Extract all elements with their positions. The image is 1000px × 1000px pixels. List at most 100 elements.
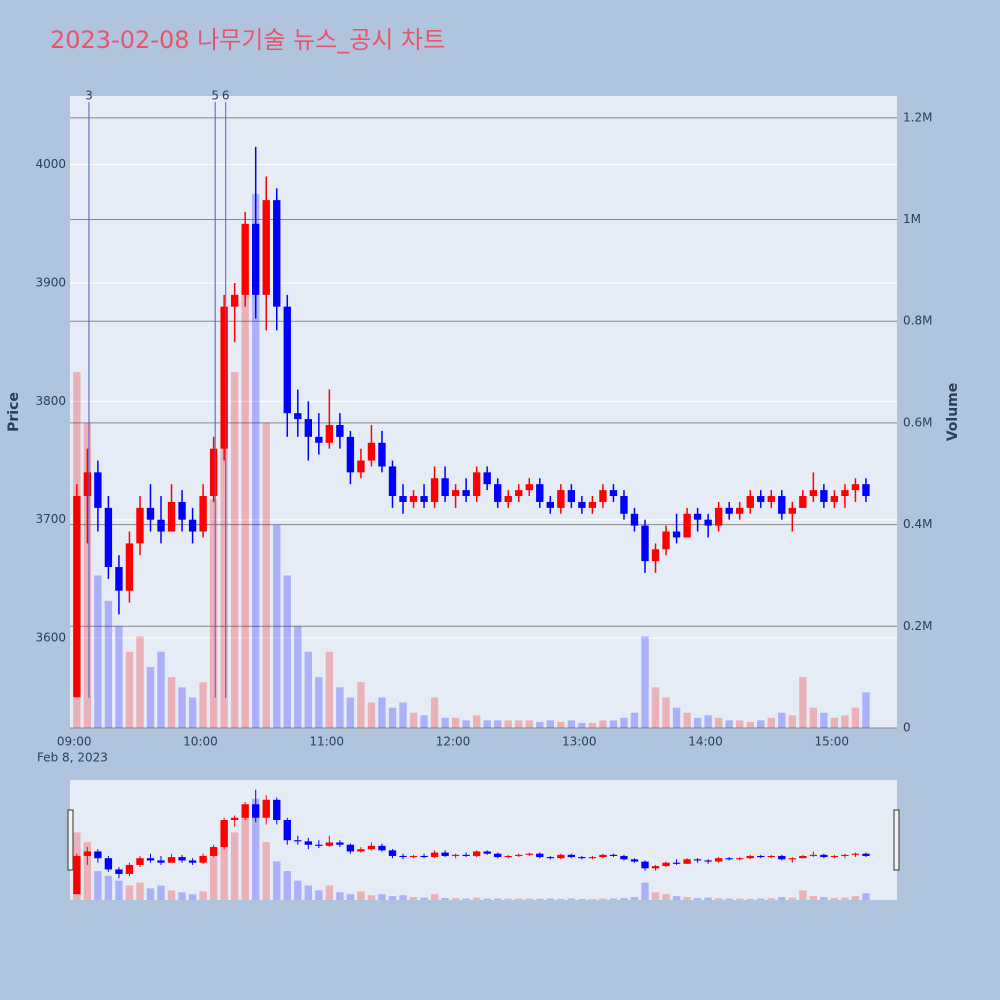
candle-body: [199, 496, 207, 532]
candle-body: [599, 854, 607, 858]
volume-bar: [651, 687, 660, 728]
candle-body: [283, 306, 291, 414]
volume-bar: [220, 822, 228, 900]
volume-bar: [746, 721, 754, 728]
volume-bar: [651, 892, 660, 900]
volume-bar: [388, 707, 397, 728]
volume-bar: [704, 715, 712, 728]
candle-body: [620, 855, 628, 860]
candle-body: [420, 855, 428, 858]
candle-body: [693, 859, 702, 861]
volume-bar: [325, 651, 334, 728]
range-handle[interactable]: [67, 809, 74, 871]
candle-body: [494, 484, 502, 502]
candle-body: [557, 490, 565, 508]
volume-bar: [83, 422, 92, 728]
volume-bar: [767, 898, 775, 900]
volume-bar: [451, 717, 460, 728]
candle-body: [546, 857, 554, 859]
candle-body: [388, 850, 397, 856]
volume-bar: [483, 898, 491, 900]
volume-bar: [125, 651, 134, 728]
candle-body: [325, 425, 334, 443]
candle-body: [483, 851, 491, 854]
volume-bar: [504, 720, 512, 728]
volume-bar: [157, 651, 165, 728]
candle-body: [367, 442, 376, 461]
volume-bar: [620, 898, 628, 900]
volume-bar: [167, 677, 176, 728]
range-slider[interactable]: [70, 780, 897, 900]
x-tick-label: 10:00: [183, 735, 218, 749]
candle-body: [241, 223, 249, 295]
candle-body: [483, 472, 491, 485]
candle-body: [725, 858, 733, 860]
volume-bar: [630, 712, 639, 728]
candle-body: [767, 496, 775, 502]
candle-body: [693, 513, 702, 520]
volume-bar: [820, 897, 828, 900]
candle-body: [799, 855, 807, 859]
volume-bar: [336, 892, 344, 900]
volume-bar: [283, 575, 291, 728]
volume-bar: [483, 720, 491, 728]
candle-body: [220, 820, 228, 847]
volume-bar: [778, 897, 786, 900]
y2-tick-label: 0.2M: [903, 619, 932, 633]
candle-body: [273, 200, 281, 307]
volume-bar: [672, 896, 681, 900]
y2-axis-title: Volume: [945, 383, 961, 442]
volume-bar: [252, 194, 260, 729]
candle-body: [209, 846, 218, 856]
volume-bar: [125, 885, 134, 900]
candle-body: [399, 496, 407, 502]
candle-body: [504, 855, 512, 858]
volume-bar: [515, 720, 523, 728]
candle-body: [788, 507, 796, 514]
candle-body: [599, 490, 607, 502]
volume-bar: [672, 707, 681, 728]
volume-bar: [230, 372, 239, 728]
volume-bar: [167, 890, 176, 900]
candle-body: [820, 854, 828, 858]
candle-body: [304, 419, 312, 437]
volume-bar: [399, 702, 407, 728]
volume-bar: [420, 897, 428, 900]
volume-bar: [336, 687, 344, 728]
candle-body: [315, 844, 323, 846]
range-handle[interactable]: [893, 809, 900, 871]
candle-body: [536, 484, 544, 502]
candle-body: [430, 478, 439, 502]
volume-bar: [778, 712, 786, 728]
candle-body: [809, 854, 818, 856]
candle-body: [841, 490, 849, 497]
volume-bar: [472, 715, 481, 728]
volume-bar: [462, 898, 470, 900]
volume-bar: [736, 720, 744, 728]
candle-body: [609, 854, 618, 856]
candle-body: [536, 853, 544, 858]
candle-body: [472, 472, 481, 497]
volume-bar: [609, 720, 618, 728]
volume-bar: [757, 898, 765, 900]
volume-bar: [94, 575, 102, 728]
volume-bar: [241, 270, 249, 728]
x-tick-label: 12:00: [436, 735, 471, 749]
candle-body: [399, 855, 407, 858]
volume-bar: [209, 856, 218, 900]
candle-body: [504, 496, 512, 502]
candle-body: [830, 855, 839, 858]
volume-bar: [757, 720, 765, 728]
volume-bar: [199, 891, 207, 900]
volume-bar: [714, 717, 723, 728]
candle-body: [862, 853, 870, 856]
volume-bar: [546, 720, 554, 728]
candle-body: [525, 853, 533, 855]
candle-body: [862, 484, 870, 497]
volume-bar: [830, 717, 839, 728]
x-tick-label: 09:00: [57, 735, 92, 749]
candle-body: [273, 799, 281, 820]
candle-body: [315, 436, 323, 443]
y2-tick-label: 0.6M: [903, 415, 932, 429]
candle-body: [630, 859, 639, 862]
